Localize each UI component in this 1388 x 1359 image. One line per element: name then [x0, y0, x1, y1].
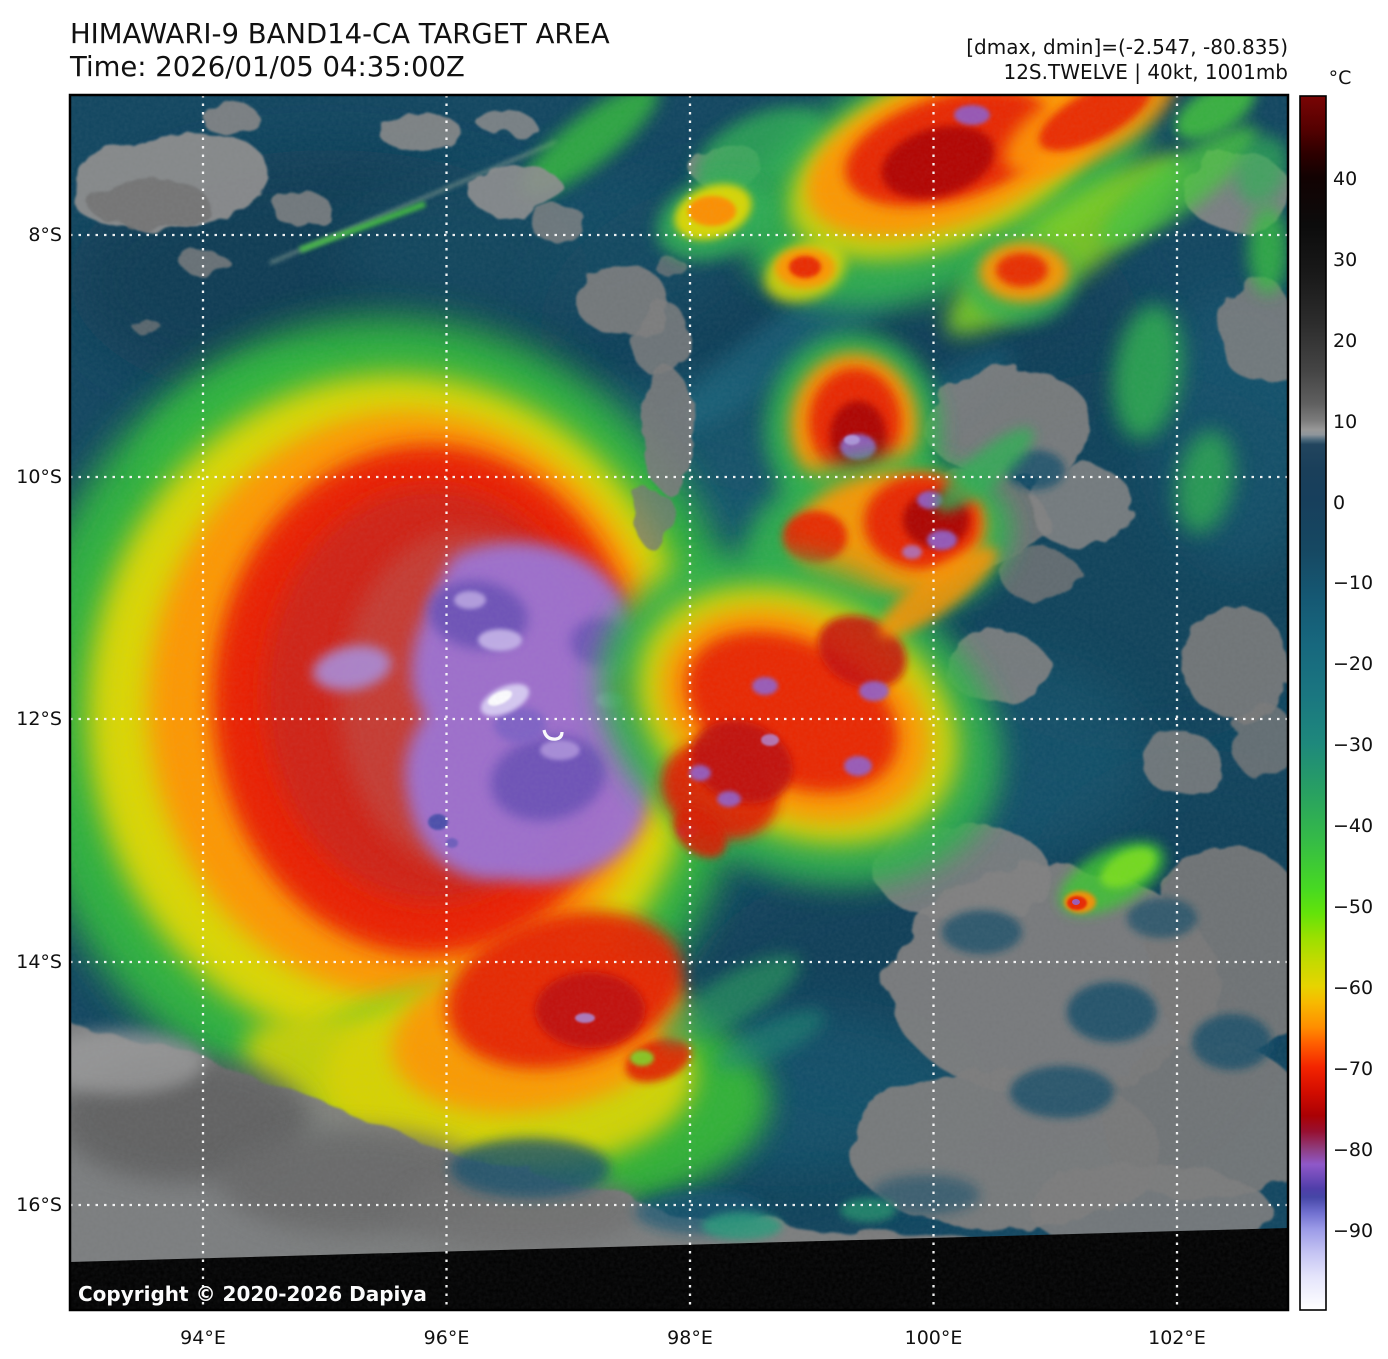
lat-label: 10°S — [16, 466, 62, 488]
colorbar-tick: −20 — [1333, 653, 1373, 675]
lat-label: 16°S — [16, 1194, 62, 1216]
colorbar-tick: −70 — [1333, 1058, 1373, 1080]
satellite-image: Copyright © 2020-2026 Dapiya — [70, 95, 1288, 1310]
colorbar-unit: °C — [1329, 67, 1352, 89]
colorbar-tick: −60 — [1333, 977, 1373, 999]
colorbar-tick: −80 — [1333, 1139, 1373, 1161]
colorbar-border — [1299, 95, 1327, 1311]
dmax-dmin-readout: [dmax, dmin]=(-2.547, -80.835) — [966, 35, 1288, 59]
colorbar-tick: −90 — [1333, 1220, 1373, 1242]
colorbar-tick: −30 — [1333, 734, 1373, 756]
colorbar: 40 30 20 10 0 −10 −20 −30 −40 −50 −60 −7… — [1299, 95, 1373, 1311]
image-grain — [70, 95, 1288, 1310]
lon-label: 96°E — [424, 1327, 470, 1349]
colorbar-tick: −40 — [1333, 815, 1373, 837]
lon-axis: 94°E 96°E 98°E 100°E 102°E — [180, 1327, 1206, 1349]
lat-axis: 8°S 10°S 12°S 14°S 16°S — [16, 224, 62, 1216]
timestamp: Time: 2026/01/05 04:35:00Z — [69, 51, 465, 83]
colorbar-tick-labels: 40 30 20 10 0 −10 −20 −30 −40 −50 −60 −7… — [1333, 168, 1373, 1242]
colorbar-tick: 20 — [1333, 330, 1357, 352]
lon-label: 98°E — [667, 1327, 713, 1349]
lon-label: 100°E — [905, 1327, 963, 1349]
colorbar-tick: −50 — [1333, 896, 1373, 918]
storm-info: 12S.TWELVE | 40kt, 1001mb — [1003, 60, 1288, 84]
lon-label: 94°E — [180, 1327, 226, 1349]
map-border — [68, 93, 1290, 1312]
colorbar-tick: 0 — [1333, 492, 1345, 514]
colorbar-tick: −10 — [1333, 572, 1373, 594]
colorbar-tick: 30 — [1333, 249, 1357, 271]
lon-label: 102°E — [1148, 1327, 1206, 1349]
lat-label: 12°S — [16, 708, 62, 730]
colorbar-tick: 40 — [1333, 168, 1357, 190]
colorbar-tick: 10 — [1333, 411, 1357, 433]
page-title: HIMAWARI-9 BAND14-CA TARGET AREA — [70, 18, 610, 50]
lat-label: 8°S — [28, 224, 62, 246]
lat-label: 14°S — [16, 951, 62, 973]
colorbar-gradient — [1300, 96, 1326, 1310]
